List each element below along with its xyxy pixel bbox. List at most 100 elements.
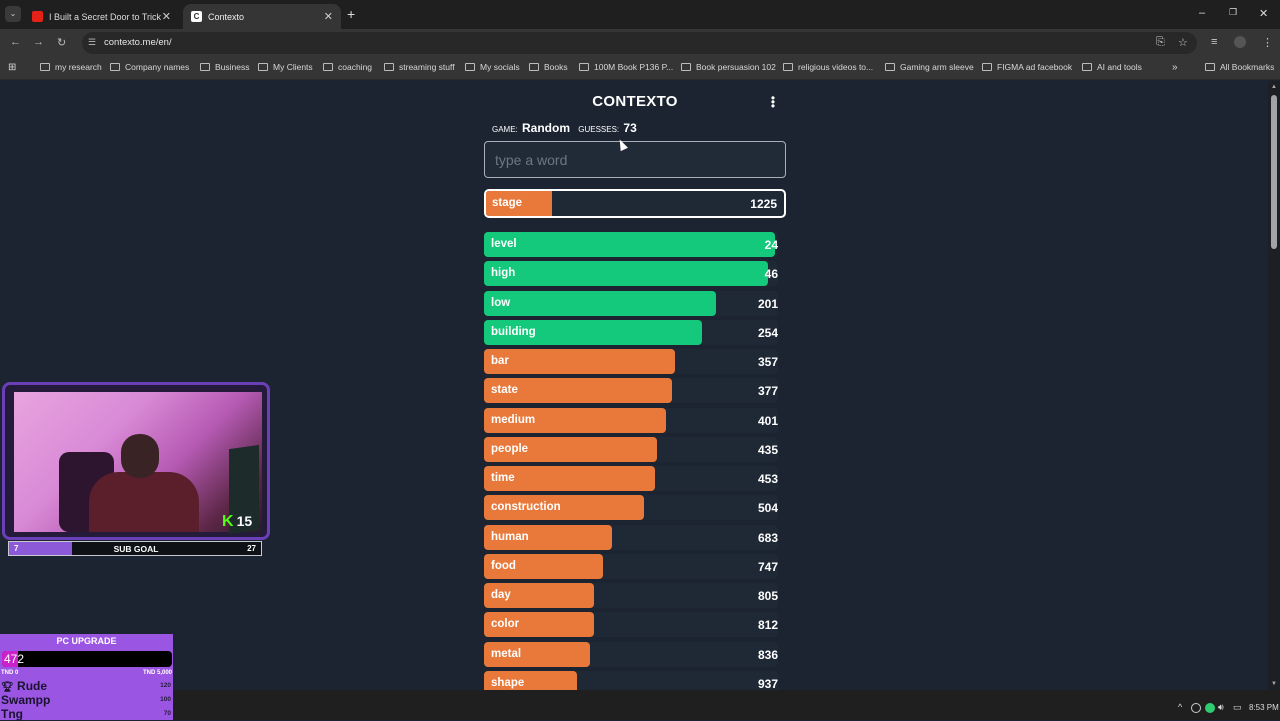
current-guess-bar xyxy=(486,191,552,216)
bookmark-folder[interactable]: coaching xyxy=(323,62,372,72)
bookmark-folder[interactable]: AI and tools xyxy=(1082,62,1142,72)
url-text[interactable]: contexto.me/en/ xyxy=(104,37,172,48)
bookmark-folder[interactable]: Book persuasion 102 xyxy=(681,62,776,72)
guess-word: metal xyxy=(491,647,522,660)
bookmark-folder[interactable]: streaming stuff xyxy=(384,62,455,72)
guess-row: shape 937 xyxy=(484,670,778,690)
guess-similarity-bar xyxy=(484,583,594,608)
site-settings-icon[interactable]: ☰ xyxy=(88,37,97,47)
tab-contexto[interactable]: C Contexto ✕ xyxy=(183,4,341,29)
guess-rank: 937 xyxy=(757,676,778,690)
guess-similarity-bar xyxy=(484,524,612,550)
bookmark-label: FIGMA ad facebook xyxy=(997,62,1073,72)
bookmark-folder[interactable]: Gaming arm sleeve xyxy=(885,62,974,72)
more-bookmarks-button[interactable]: » xyxy=(1172,62,1178,73)
bookmark-folder[interactable]: FIGMA ad facebook xyxy=(982,62,1072,72)
reload-button[interactable]: ↻ xyxy=(57,37,67,49)
folder-icon xyxy=(1205,63,1215,71)
guess-similarity-bar xyxy=(484,290,716,316)
folder-icon xyxy=(783,63,793,71)
bookmark-folder[interactable]: My socials xyxy=(465,62,520,72)
guess-similarity-bar xyxy=(484,466,655,491)
pc-upgrade-title: PC UPGRADE xyxy=(56,636,117,646)
guess-row: building 254 xyxy=(484,319,778,345)
donor-name: Swampp xyxy=(1,693,51,707)
trophy-icon: 🏆︎ xyxy=(1,682,14,693)
guess-row: metal 836 xyxy=(484,641,778,667)
new-tab-button[interactable]: + xyxy=(347,6,356,22)
restore-button[interactable]: ❐ xyxy=(1229,7,1238,17)
install-app-icon[interactable]: ⎘ xyxy=(1156,36,1165,48)
profile-avatar[interactable] xyxy=(1234,36,1246,48)
bookmark-folder[interactable]: Business xyxy=(200,62,250,72)
folder-icon xyxy=(465,63,475,71)
back-button[interactable]: ← xyxy=(10,36,21,48)
display-icon[interactable]: ▭ xyxy=(1233,702,1242,712)
tab-search-button[interactable]: ⌄ xyxy=(5,6,21,22)
guess-rank: 201 xyxy=(757,296,778,311)
pc-upgrade-value: 472 xyxy=(4,652,25,666)
show-hidden-icons-chevron[interactable]: ^ xyxy=(1178,702,1183,712)
scroll-up-arrow-icon[interactable]: ▲ xyxy=(1271,84,1277,90)
apps-grid-icon[interactable]: ⊞ xyxy=(8,62,17,73)
obs-icon[interactable] xyxy=(1191,703,1201,713)
pc-upgrade-progress: 472 xyxy=(2,651,172,667)
guess-row: day 805 xyxy=(484,583,778,608)
sub-goal-fill xyxy=(9,542,72,555)
guess-similarity-bar xyxy=(484,495,644,521)
bookmark-folder[interactable]: Books xyxy=(529,62,568,72)
folder-icon xyxy=(258,63,268,71)
guess-word: time xyxy=(491,472,515,484)
bookmark-folder[interactable]: Company names xyxy=(110,62,189,72)
guess-rank: 812 xyxy=(757,618,778,633)
word-input[interactable] xyxy=(484,141,786,178)
bookmarks-bar: ⊞ my research Company names Business My … xyxy=(0,57,1280,80)
close-tab-icon[interactable]: ✕ xyxy=(161,11,171,23)
bookmark-folder[interactable]: my research xyxy=(40,62,102,72)
close-tab-icon[interactable]: ✕ xyxy=(323,11,333,23)
status-green-icon[interactable] xyxy=(1205,703,1215,713)
bookmark-folder[interactable]: religious videos to... xyxy=(783,62,873,72)
guess-rank: 377 xyxy=(757,384,778,399)
close-window-button[interactable]: ✕ xyxy=(1259,8,1269,20)
game-title: CONTEXTO xyxy=(592,93,678,110)
bookmark-folder[interactable]: 100M Book P136 P... xyxy=(579,62,673,72)
menu-kebab-icon[interactable]: ⋮ xyxy=(1262,37,1273,49)
tab-youtube[interactable]: I Built a Secret Door to Trick my ✕ xyxy=(24,4,179,29)
clock-time: 8:53 PM xyxy=(1249,703,1279,712)
browser-toolbar: ← → ↻ ☰ contexto.me/en/ ⎘ ☆ ≡ ⋮ xyxy=(0,29,1280,57)
forward-button[interactable]: → xyxy=(33,36,44,48)
guess-word: state xyxy=(491,384,518,397)
guess-row: state 377 xyxy=(484,378,778,404)
guess-word: color xyxy=(491,618,520,631)
scroll-down-arrow-icon[interactable]: ▼ xyxy=(1271,681,1277,687)
minimize-button[interactable]: – xyxy=(1199,7,1206,19)
guess-word: medium xyxy=(491,413,536,426)
webcam-overlay xyxy=(2,382,270,540)
folder-icon xyxy=(529,63,539,71)
guess-rank: 453 xyxy=(757,472,778,486)
menu-kebab-icon[interactable]: • • • xyxy=(770,91,776,113)
bookmark-label: My socials xyxy=(480,62,520,72)
bookmark-label: coaching xyxy=(338,62,373,72)
guess-similarity-bar xyxy=(484,319,702,345)
volume-icon[interactable]: 🔊︎ xyxy=(1218,702,1224,712)
all-bookmarks-folder[interactable]: All Bookmarks xyxy=(1205,62,1274,72)
guess-row: high 46 xyxy=(484,261,778,287)
bookmark-label: Book persuasion 102 xyxy=(696,62,776,72)
page-scrollbar[interactable]: ▲ ▼ xyxy=(1268,81,1280,690)
tab-title: Contexto xyxy=(208,11,245,22)
guess-word: day xyxy=(491,589,511,601)
guess-similarity-bar xyxy=(484,670,577,690)
bookmark-folder[interactable]: My Clients xyxy=(258,62,313,72)
contexto-icon: C xyxy=(191,11,202,22)
windows-taskbar: ^ 🔊︎ ▭ 8:53 PM xyxy=(173,690,1280,720)
streamer-body xyxy=(89,472,199,532)
guess-similarity-bar xyxy=(484,553,603,579)
streamer-head xyxy=(121,434,159,478)
bookmark-star-icon[interactable]: ☆ xyxy=(1178,37,1188,49)
scrollbar-thumb[interactable] xyxy=(1271,95,1277,249)
guess-similarity-bar xyxy=(484,436,657,462)
address-bar[interactable]: ☰ contexto.me/en/ xyxy=(82,32,1197,54)
media-control-icon[interactable]: ≡ xyxy=(1211,36,1218,48)
